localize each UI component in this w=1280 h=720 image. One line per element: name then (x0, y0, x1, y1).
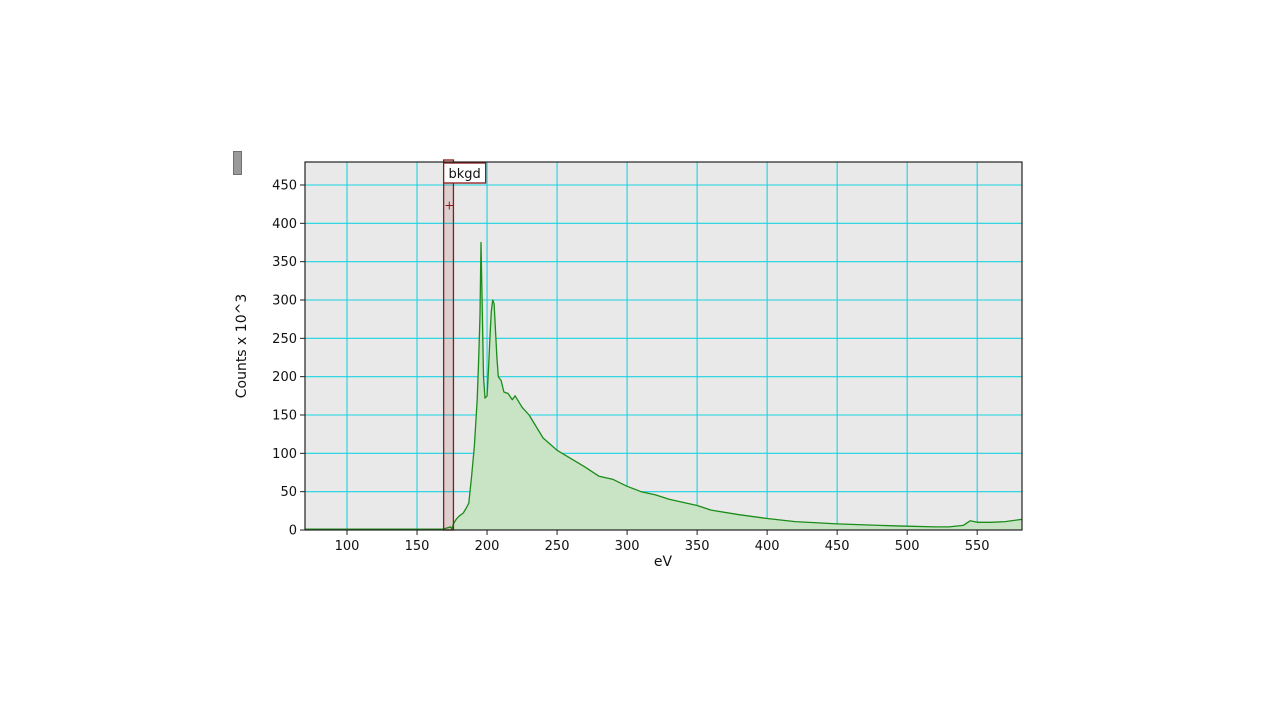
series-group (305, 241, 1023, 530)
x-tick-label: 350 (685, 539, 710, 554)
x-tick-label: 450 (825, 539, 850, 554)
y-tick-label: 150 (272, 409, 297, 424)
x-tick-label: 500 (895, 539, 920, 554)
x-tick-label: 100 (335, 539, 360, 554)
x-tick-label: 150 (405, 539, 430, 554)
y-tick-label: 300 (272, 294, 297, 309)
background-region-group[interactable]: bkgd + (442, 159, 487, 531)
x-axis-ticks: 100 150 200 250 300 350 400 450 500 550 (335, 530, 990, 554)
y-tick-label: 200 (272, 370, 297, 385)
grid-lines (305, 162, 1022, 530)
x-tick-label: 200 (475, 539, 500, 554)
x-tick-label: 250 (545, 539, 570, 554)
plot-area-background (305, 162, 1022, 530)
x-tick-label: 550 (965, 539, 990, 554)
region-label: bkgd (448, 167, 480, 182)
series-area-fill (305, 242, 1022, 530)
y-tick-label: 350 (272, 255, 297, 270)
y-tick-label: 0 (289, 524, 297, 539)
panel-resize-handle[interactable] (233, 151, 242, 175)
x-tick-label: 400 (755, 539, 780, 554)
series-line (305, 241, 1023, 530)
y-axis-label: Counts x 10^3 (234, 294, 250, 399)
region-label-box[interactable] (442, 162, 487, 184)
y-tick-label: 100 (272, 447, 297, 462)
background-region-marker[interactable] (442, 159, 455, 531)
y-tick-label: 250 (272, 332, 297, 347)
y-tick-label: 50 (280, 485, 297, 500)
y-tick-label: 400 (272, 217, 297, 232)
x-tick-label: 300 (615, 539, 640, 554)
region-cursor-marker[interactable]: + (444, 199, 454, 213)
y-axis-ticks: 0 50 100 150 200 250 300 350 400 450 (272, 179, 305, 539)
x-axis-label: eV (654, 554, 673, 570)
plot-area-frame (304, 161, 1023, 531)
y-tick-label: 450 (272, 179, 297, 194)
